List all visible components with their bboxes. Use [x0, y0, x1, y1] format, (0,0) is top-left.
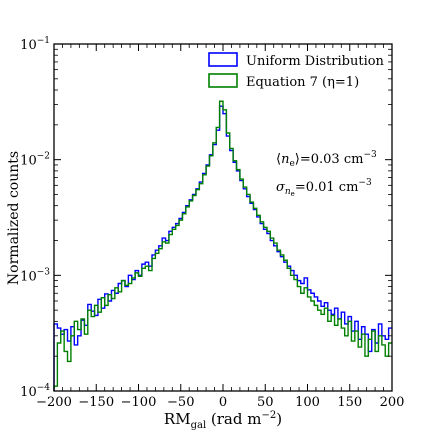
series-layer	[53, 100, 392, 391]
y-axis-label: Normalized counts	[6, 151, 22, 285]
x-tick-label: −100	[121, 395, 157, 410]
y-tick-label: 10−1	[20, 36, 50, 53]
x-tick-label: −200	[36, 395, 72, 410]
annotation-sigma-ne: σne=0.01 cm−3	[276, 178, 372, 198]
x-tick-label: −50	[167, 395, 194, 410]
series-uniform-distribution-line	[53, 105, 392, 391]
x-tick-label: 200	[380, 395, 405, 410]
x-tick-label: 0	[219, 395, 227, 410]
x-axis-label: RMgal (rad m−2)	[164, 410, 282, 431]
legend-label-equation7: Equation 7 (η=1)	[246, 75, 359, 90]
x-tick-label: 50	[257, 395, 274, 410]
y-tick-label: 10−2	[20, 152, 50, 169]
y-tick-label: 10−4	[20, 383, 50, 400]
legend: Uniform Distribution Equation 7 (η=1)	[208, 52, 385, 90]
x-tick-label: 100	[295, 395, 320, 410]
legend-label-uniform: Uniform Distribution	[246, 54, 385, 69]
y-tick-label: 10−3	[20, 267, 50, 284]
x-tick-label: −150	[78, 395, 114, 410]
plot-frame	[53, 43, 393, 392]
legend-swatch-uniform	[208, 52, 238, 67]
series-equation-7-line	[53, 100, 392, 391]
annotation-mean-ne: ⟨ne⟩=0.03 cm−3	[276, 150, 377, 169]
x-tick-label: 150	[337, 395, 362, 410]
axis-layer: −200 −150 −100 −50 0 50 100 150 200 10−1 10−2 10−3 1…	[20, 36, 404, 410]
legend-swatch-equation7	[208, 73, 238, 88]
